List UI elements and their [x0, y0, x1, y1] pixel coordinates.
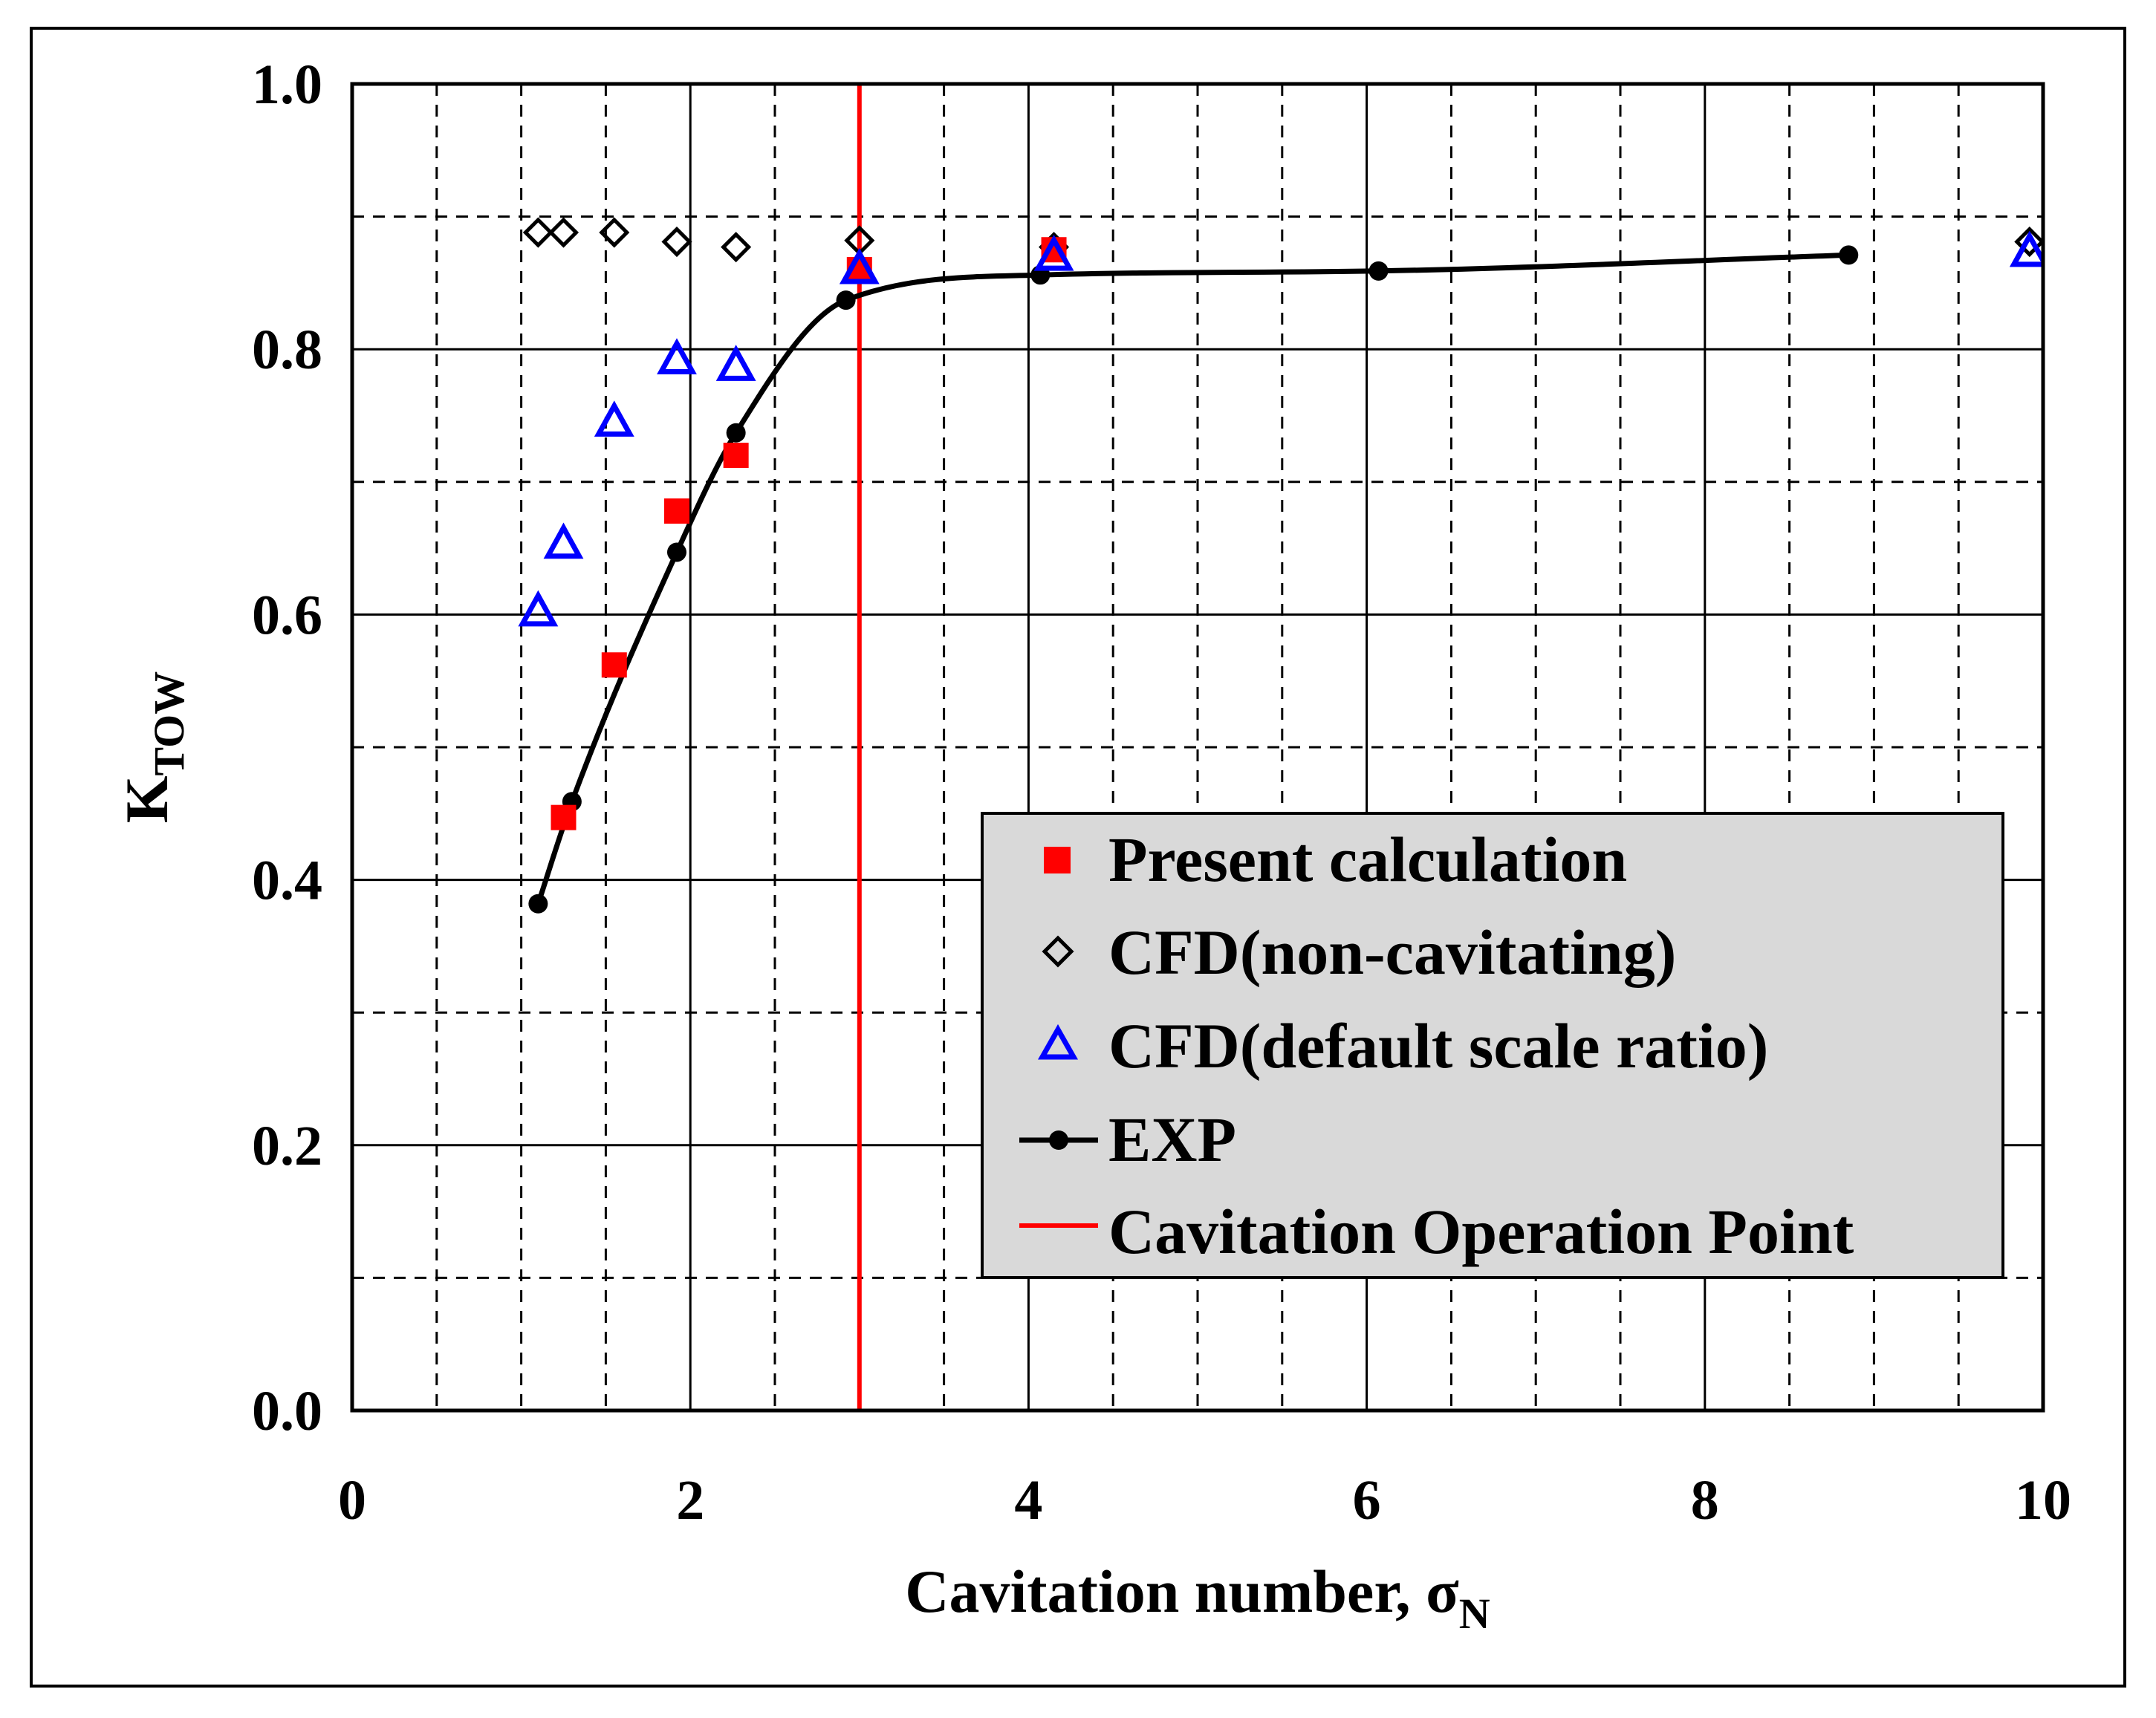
cfd-non-cavitating-point [721, 232, 752, 263]
x-tick-label: 6 [1353, 1469, 1381, 1532]
legend-label-cfd-default-scale-ratio: CFD(default scale ratio) [1108, 1010, 1768, 1081]
y-tick-label: 0.2 [252, 1115, 322, 1177]
cfd-non-cavitating-point [661, 226, 692, 258]
present-calculation-point [601, 652, 627, 678]
legend: Present calculation CFD(non-cavitating) … [981, 812, 2004, 1279]
x-axis-title: Cavitation number, σN [905, 1558, 1490, 1638]
x-tick-label: 8 [1691, 1469, 1719, 1532]
exp-point [528, 894, 548, 914]
y-axis-title: KTOW [113, 671, 193, 824]
cfd-default-scale-ratio-point [543, 522, 584, 559]
cfd-default-scale-ratio-point [1033, 234, 1074, 271]
exp-point [666, 542, 686, 562]
y-tick-label: 1.0 [252, 53, 322, 116]
legend-marker-cfd-default-scale-ratio [1037, 1024, 1079, 1060]
legend-marker-present-calculation [1044, 847, 1071, 873]
y-tick-labels: 0.0 0.2 0.4 0.6 0.8 1.0 [252, 53, 322, 1442]
exp-point [1368, 261, 1389, 281]
plot-area-border [350, 82, 2045, 1413]
cfd-default-scale-ratio-point [518, 590, 559, 627]
y-tick-label: 0.0 [252, 1380, 322, 1442]
cfd-default-scale-ratio-point [2009, 230, 2043, 267]
cfd-default-scale-ratio-point [594, 400, 634, 437]
cfd-non-cavitating-point [2014, 226, 2043, 258]
exp-point [726, 423, 746, 443]
cfd-default-scale-ratio-point [715, 345, 756, 381]
x-tick-labels: 0 2 4 6 8 10 [338, 1469, 2071, 1532]
present-calculation-point [551, 804, 577, 830]
cfd-non-cavitating-point [599, 217, 630, 248]
legend-box [981, 812, 2004, 1279]
x-tick-label: 10 [2015, 1469, 2071, 1532]
exp-point [1839, 245, 1859, 265]
y-tick-label: 0.8 [252, 319, 322, 381]
cfd-default-scale-ratio-point [657, 338, 697, 374]
legend-label-cfd-non-cavitating: CFD(non-cavitating) [1108, 917, 1676, 988]
legend-label-present-calculation: Present calculation [1108, 824, 1627, 895]
legend-label-cavitation-operation-point: Cavitation Operation Point [1108, 1196, 1854, 1267]
legend-label-exp: EXP [1108, 1104, 1236, 1175]
legend-marker-exp [1049, 1130, 1068, 1150]
cfd-non-cavitating-point [522, 217, 553, 248]
present-calculation-point [723, 443, 749, 469]
x-tick-label: 2 [676, 1469, 704, 1532]
cfd-default-scale-ratio-point [839, 247, 880, 284]
cfd-non-cavitating-point [548, 217, 579, 248]
present-calculation-point [663, 498, 689, 524]
x-tick-label: 0 [338, 1469, 366, 1532]
y-tick-label: 0.6 [252, 584, 322, 646]
exp-point [836, 290, 856, 310]
legend-marker-cfd-non-cavitating [1042, 935, 1074, 968]
y-tick-label: 0.4 [252, 850, 322, 912]
plot-content [518, 84, 2043, 1410]
x-tick-label: 4 [1014, 1469, 1042, 1532]
